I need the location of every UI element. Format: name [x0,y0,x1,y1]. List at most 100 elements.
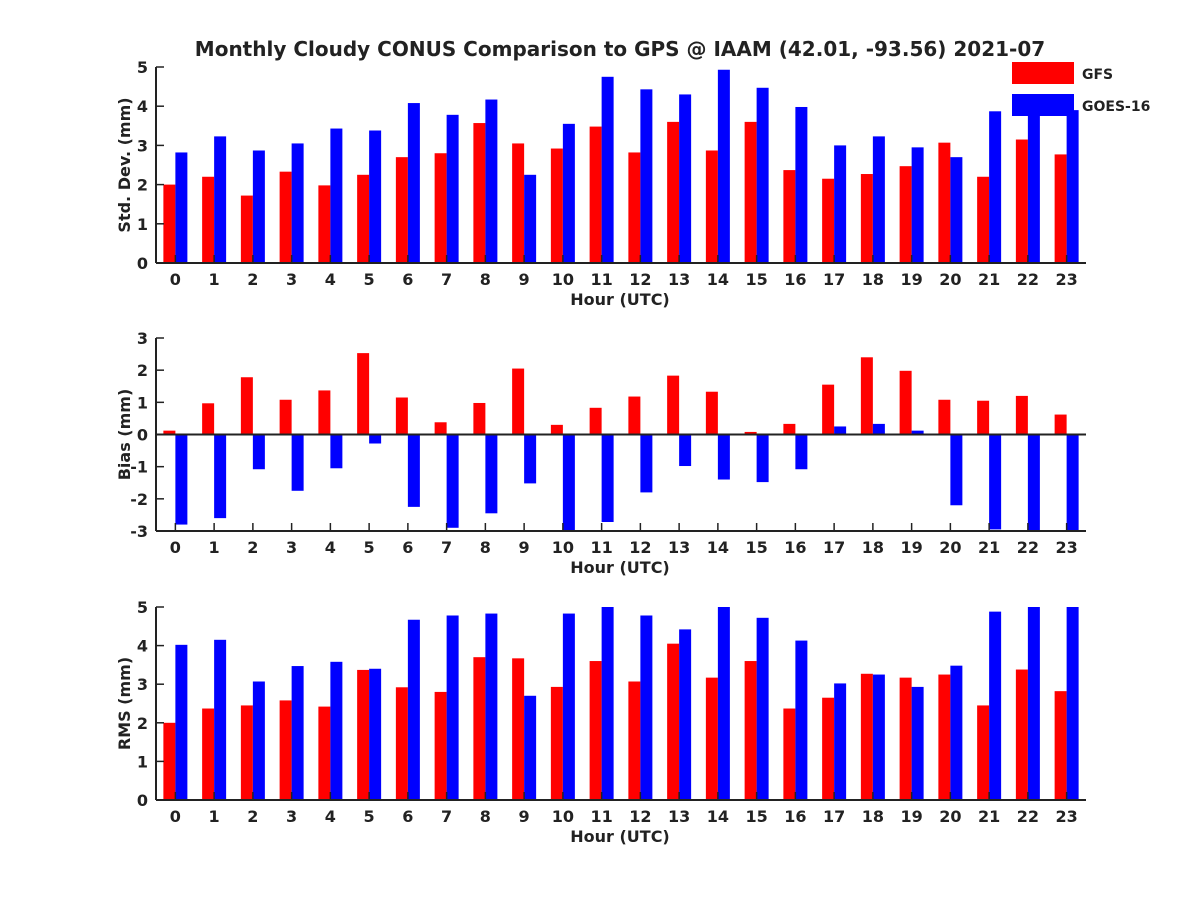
bias-x-tick-label: 1 [209,538,220,557]
rms-bar-gfs-17 [822,697,835,800]
bias-bar-gfs-4 [318,390,331,435]
rms-bar-gfs-18 [860,673,873,800]
bias-x-tick-label: 13 [668,538,690,557]
rms-bar-goes16-19 [911,686,924,800]
rms-bar-gfs-22 [1015,669,1028,800]
std-dev-bar-gfs-20 [938,142,951,263]
std-dev-bar-gfs-19 [899,166,912,263]
bias-bar-gfs-7 [434,422,447,435]
bias-x-tick-label: 15 [745,538,767,557]
rms-x-tick-label: 3 [286,807,297,826]
bias-y-tick-label: 1 [137,393,148,412]
bias-x-tick-label: 8 [480,538,491,557]
std-dev-x-tick-label: 3 [286,270,297,289]
rms-y-tick-label: 1 [137,752,148,771]
std-dev-bar-goes16-10 [562,123,575,263]
bias-bar-gfs-1 [202,403,215,435]
bias-bar-goes16-10 [562,434,575,531]
rms-bar-goes16-21 [989,611,1002,800]
rms-bar-gfs-10 [550,686,563,800]
std-dev-bar-gfs-1 [202,176,215,263]
rms-bar-goes16-4 [330,661,343,800]
bias-bar-goes16-2 [252,434,265,470]
std-dev-x-tick-label: 18 [862,270,884,289]
std-dev-x-tick-label: 9 [519,270,530,289]
rms-x-tick-label: 16 [784,807,806,826]
std-dev-x-tick-label: 10 [552,270,574,289]
std-dev-x-tick-label: 17 [823,270,845,289]
std-dev-bar-goes16-23 [1066,110,1079,264]
bias-x-tick-label: 16 [784,538,806,557]
bias-bar-gfs-22 [1015,395,1028,435]
bias-x-tick-label: 6 [402,538,413,557]
std-dev-bar-goes16-3 [291,143,304,263]
std-dev-y-tick-label: 1 [137,215,148,234]
bias-bar-goes16-3 [291,434,304,491]
bias-x-tick-label: 7 [441,538,452,557]
rms-x-tick-label: 23 [1055,807,1077,826]
rms-bar-gfs-9 [512,658,525,800]
rms-x-tick-label: 13 [668,807,690,826]
std-dev-x-tick-label: 15 [745,270,767,289]
rms-x-tick-label: 6 [402,807,413,826]
std-dev-bar-goes16-9 [524,174,537,263]
rms-x-tick-label: 18 [862,807,884,826]
std-dev-bar-goes16-6 [407,103,420,264]
rms-y-axis-label: RMS (mm) [115,657,134,750]
std-dev-bar-gfs-2 [240,195,253,263]
bias-x-tick-label: 10 [552,538,574,557]
std-dev-bar-goes16-0 [175,152,188,263]
std-dev-bar-goes16-19 [911,147,924,263]
rms-x-tick-label: 17 [823,807,845,826]
bias-x-tick-label: 5 [364,538,375,557]
rms-bar-gfs-3 [279,700,292,800]
rms-x-tick-label: 2 [247,807,258,826]
bias-bar-gfs-12 [628,396,641,435]
std-dev-bar-gfs-3 [279,171,292,263]
std-dev-y-tick-label: 4 [137,97,148,116]
std-dev-x-tick-label: 7 [441,270,452,289]
legend: GFS GOES-16 [1012,62,1150,116]
bias-x-tick-label: 0 [170,538,181,557]
bias-bar-gfs-10 [550,424,563,435]
std-dev-bar-gfs-6 [395,157,408,263]
rms-x-tick-label: 8 [480,807,491,826]
bias-bar-goes16-18 [872,423,885,435]
rms-bar-gfs-8 [473,657,486,800]
rms-x-tick-label: 20 [939,807,961,826]
std-dev-bar-goes16-13 [679,94,692,263]
std-dev-x-tick-label: 11 [590,270,612,289]
rms-bar-goes16-15 [756,617,769,800]
std-dev-x-tick-label: 20 [939,270,961,289]
rms-bar-gfs-7 [434,691,447,800]
bias-bar-goes16-14 [717,434,730,480]
bias-x-tick-label: 3 [286,538,297,557]
bias-y-tick-label: -1 [130,458,148,477]
bias-y-tick-label: -3 [130,522,148,541]
rms-bar-gfs-21 [977,705,990,800]
std-dev-bar-gfs-16 [783,170,796,263]
std-dev-bar-gfs-8 [473,123,486,263]
bias-x-tick-label: 4 [325,538,336,557]
rms-x-tick-label: 10 [552,807,574,826]
bias-bar-gfs-3 [279,399,292,435]
bias-bar-goes16-17 [834,426,847,435]
std-dev-x-tick-label: 13 [668,270,690,289]
bias-y-tick-label: 3 [137,329,148,348]
rms-bar-gfs-5 [357,669,370,800]
bias-bar-gfs-0 [163,430,176,435]
bias-x-tick-label: 11 [590,538,612,557]
rms-bar-goes16-2 [252,681,265,800]
rms-x-tick-label: 1 [209,807,220,826]
bias-bar-gfs-20 [938,399,951,435]
std-dev-x-tick-label: 22 [1017,270,1039,289]
std-dev-x-tick-label: 5 [364,270,375,289]
rms-bar-gfs-13 [667,643,680,800]
bias-y-axis-label: Bias (mm) [115,389,134,481]
std-dev-bar-gfs-11 [589,126,602,263]
std-dev-bar-gfs-7 [434,153,447,263]
rms-bar-gfs-11 [589,661,602,800]
std-dev-bar-goes16-21 [989,111,1002,264]
